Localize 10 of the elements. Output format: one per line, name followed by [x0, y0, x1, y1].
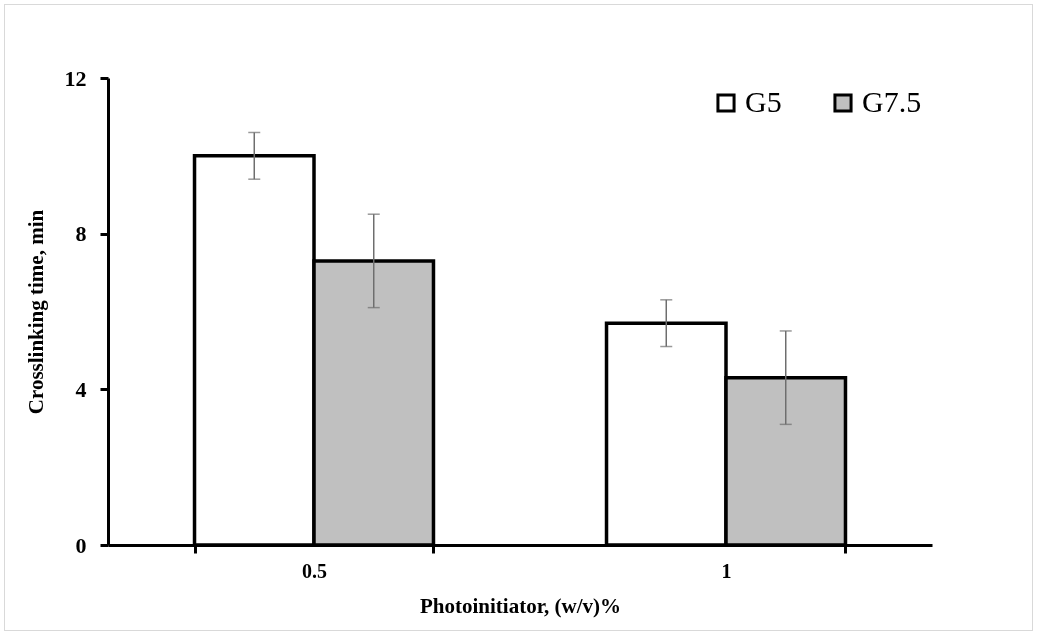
- x-axis-title: Photoinitiator, (w/v)%: [419, 593, 622, 618]
- x-tick-label: 1: [721, 559, 732, 582]
- y-axis-title: Crosslinking time, min: [23, 209, 48, 415]
- y-tick-label: 12: [64, 65, 87, 91]
- x-tick-label: 0.5: [302, 559, 327, 582]
- legend-label: G7.5: [862, 85, 922, 118]
- y-tick-label: 4: [75, 376, 87, 402]
- y-tick-label: 8: [75, 221, 87, 247]
- legend-label: G5: [745, 85, 782, 118]
- y-tick-label: 0: [75, 532, 87, 558]
